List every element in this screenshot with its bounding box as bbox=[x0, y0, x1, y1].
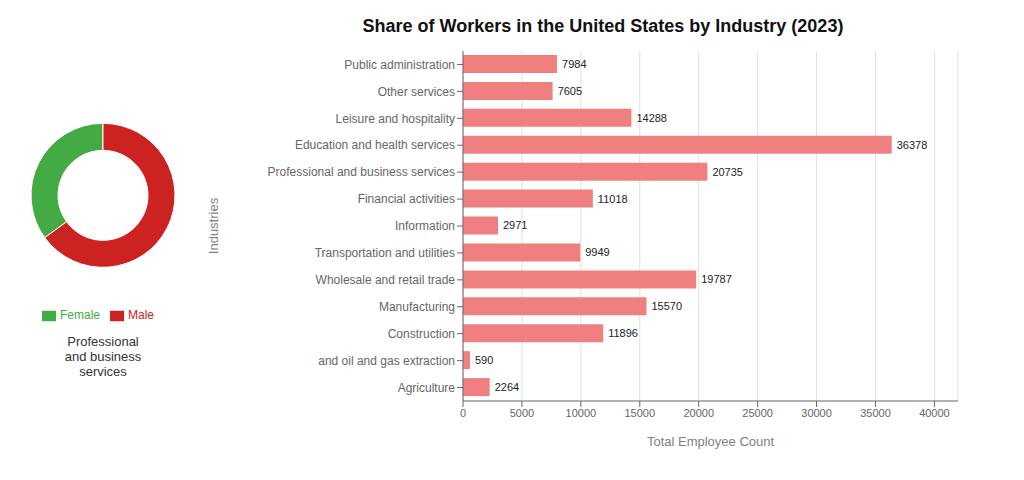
svg-text:30000: 30000 bbox=[801, 407, 832, 419]
svg-text:20000: 20000 bbox=[683, 407, 714, 419]
svg-text:11018: 11018 bbox=[598, 193, 628, 205]
svg-text:Education and health services: Education and health services bbox=[295, 138, 455, 152]
svg-text:Total Employee Count: Total Employee Count bbox=[647, 434, 775, 449]
html-text:Share of Workers in the United: Share of Workers in the United States by… bbox=[362, 16, 844, 36]
svg-text:and oil and gas extraction: and oil and gas extraction bbox=[318, 354, 455, 368]
svg-text:Leisure and hospitality: Leisure and hospitality bbox=[336, 112, 455, 126]
svg-text:Agriculture: Agriculture bbox=[398, 381, 456, 395]
svg-text:2971: 2971 bbox=[503, 219, 527, 231]
svg-text:9949: 9949 bbox=[585, 246, 609, 258]
svg-text:15570: 15570 bbox=[652, 300, 683, 312]
svg-text:20735: 20735 bbox=[712, 166, 743, 178]
svg-text:Public administration: Public administration bbox=[344, 58, 455, 72]
svg-text:7984: 7984 bbox=[562, 58, 586, 70]
svg-text:Transportation and utilities: Transportation and utilities bbox=[315, 246, 455, 260]
html-text:and business: and business bbox=[64, 348, 142, 364]
svg-text:36378: 36378 bbox=[897, 139, 928, 151]
svg-text:Other services: Other services bbox=[378, 85, 455, 99]
html-text:Female: Female bbox=[60, 307, 100, 322]
svg-text:25000: 25000 bbox=[742, 407, 773, 419]
svg-text:10000: 10000 bbox=[566, 407, 597, 419]
svg-text:Financial activities: Financial activities bbox=[358, 192, 455, 206]
html-text:Male: Male bbox=[128, 307, 154, 322]
svg-text:5000: 5000 bbox=[510, 407, 534, 419]
html-text:services: services bbox=[79, 363, 127, 379]
svg-text:Industries: Industries bbox=[206, 197, 221, 254]
svg-text:Construction: Construction bbox=[388, 327, 455, 341]
svg-text:40000: 40000 bbox=[919, 407, 950, 419]
svg-text:15000: 15000 bbox=[624, 407, 655, 419]
svg-text:2264: 2264 bbox=[495, 381, 519, 393]
svg-text:7605: 7605 bbox=[558, 85, 582, 97]
html-text:Professional: Professional bbox=[67, 333, 139, 349]
svg-text:0: 0 bbox=[460, 407, 466, 419]
svg-text:Manufacturing: Manufacturing bbox=[379, 300, 455, 314]
svg-text:11896: 11896 bbox=[608, 327, 638, 339]
svg-text:19787: 19787 bbox=[701, 273, 732, 285]
svg-text:35000: 35000 bbox=[860, 407, 891, 419]
svg-text:590: 590 bbox=[475, 354, 493, 366]
svg-text:14288: 14288 bbox=[636, 112, 667, 124]
svg-text:Information: Information bbox=[395, 219, 455, 233]
svg-text:Professional and business serv: Professional and business services bbox=[268, 165, 455, 179]
svg-text:Wholesale and retail trade: Wholesale and retail trade bbox=[316, 273, 456, 287]
